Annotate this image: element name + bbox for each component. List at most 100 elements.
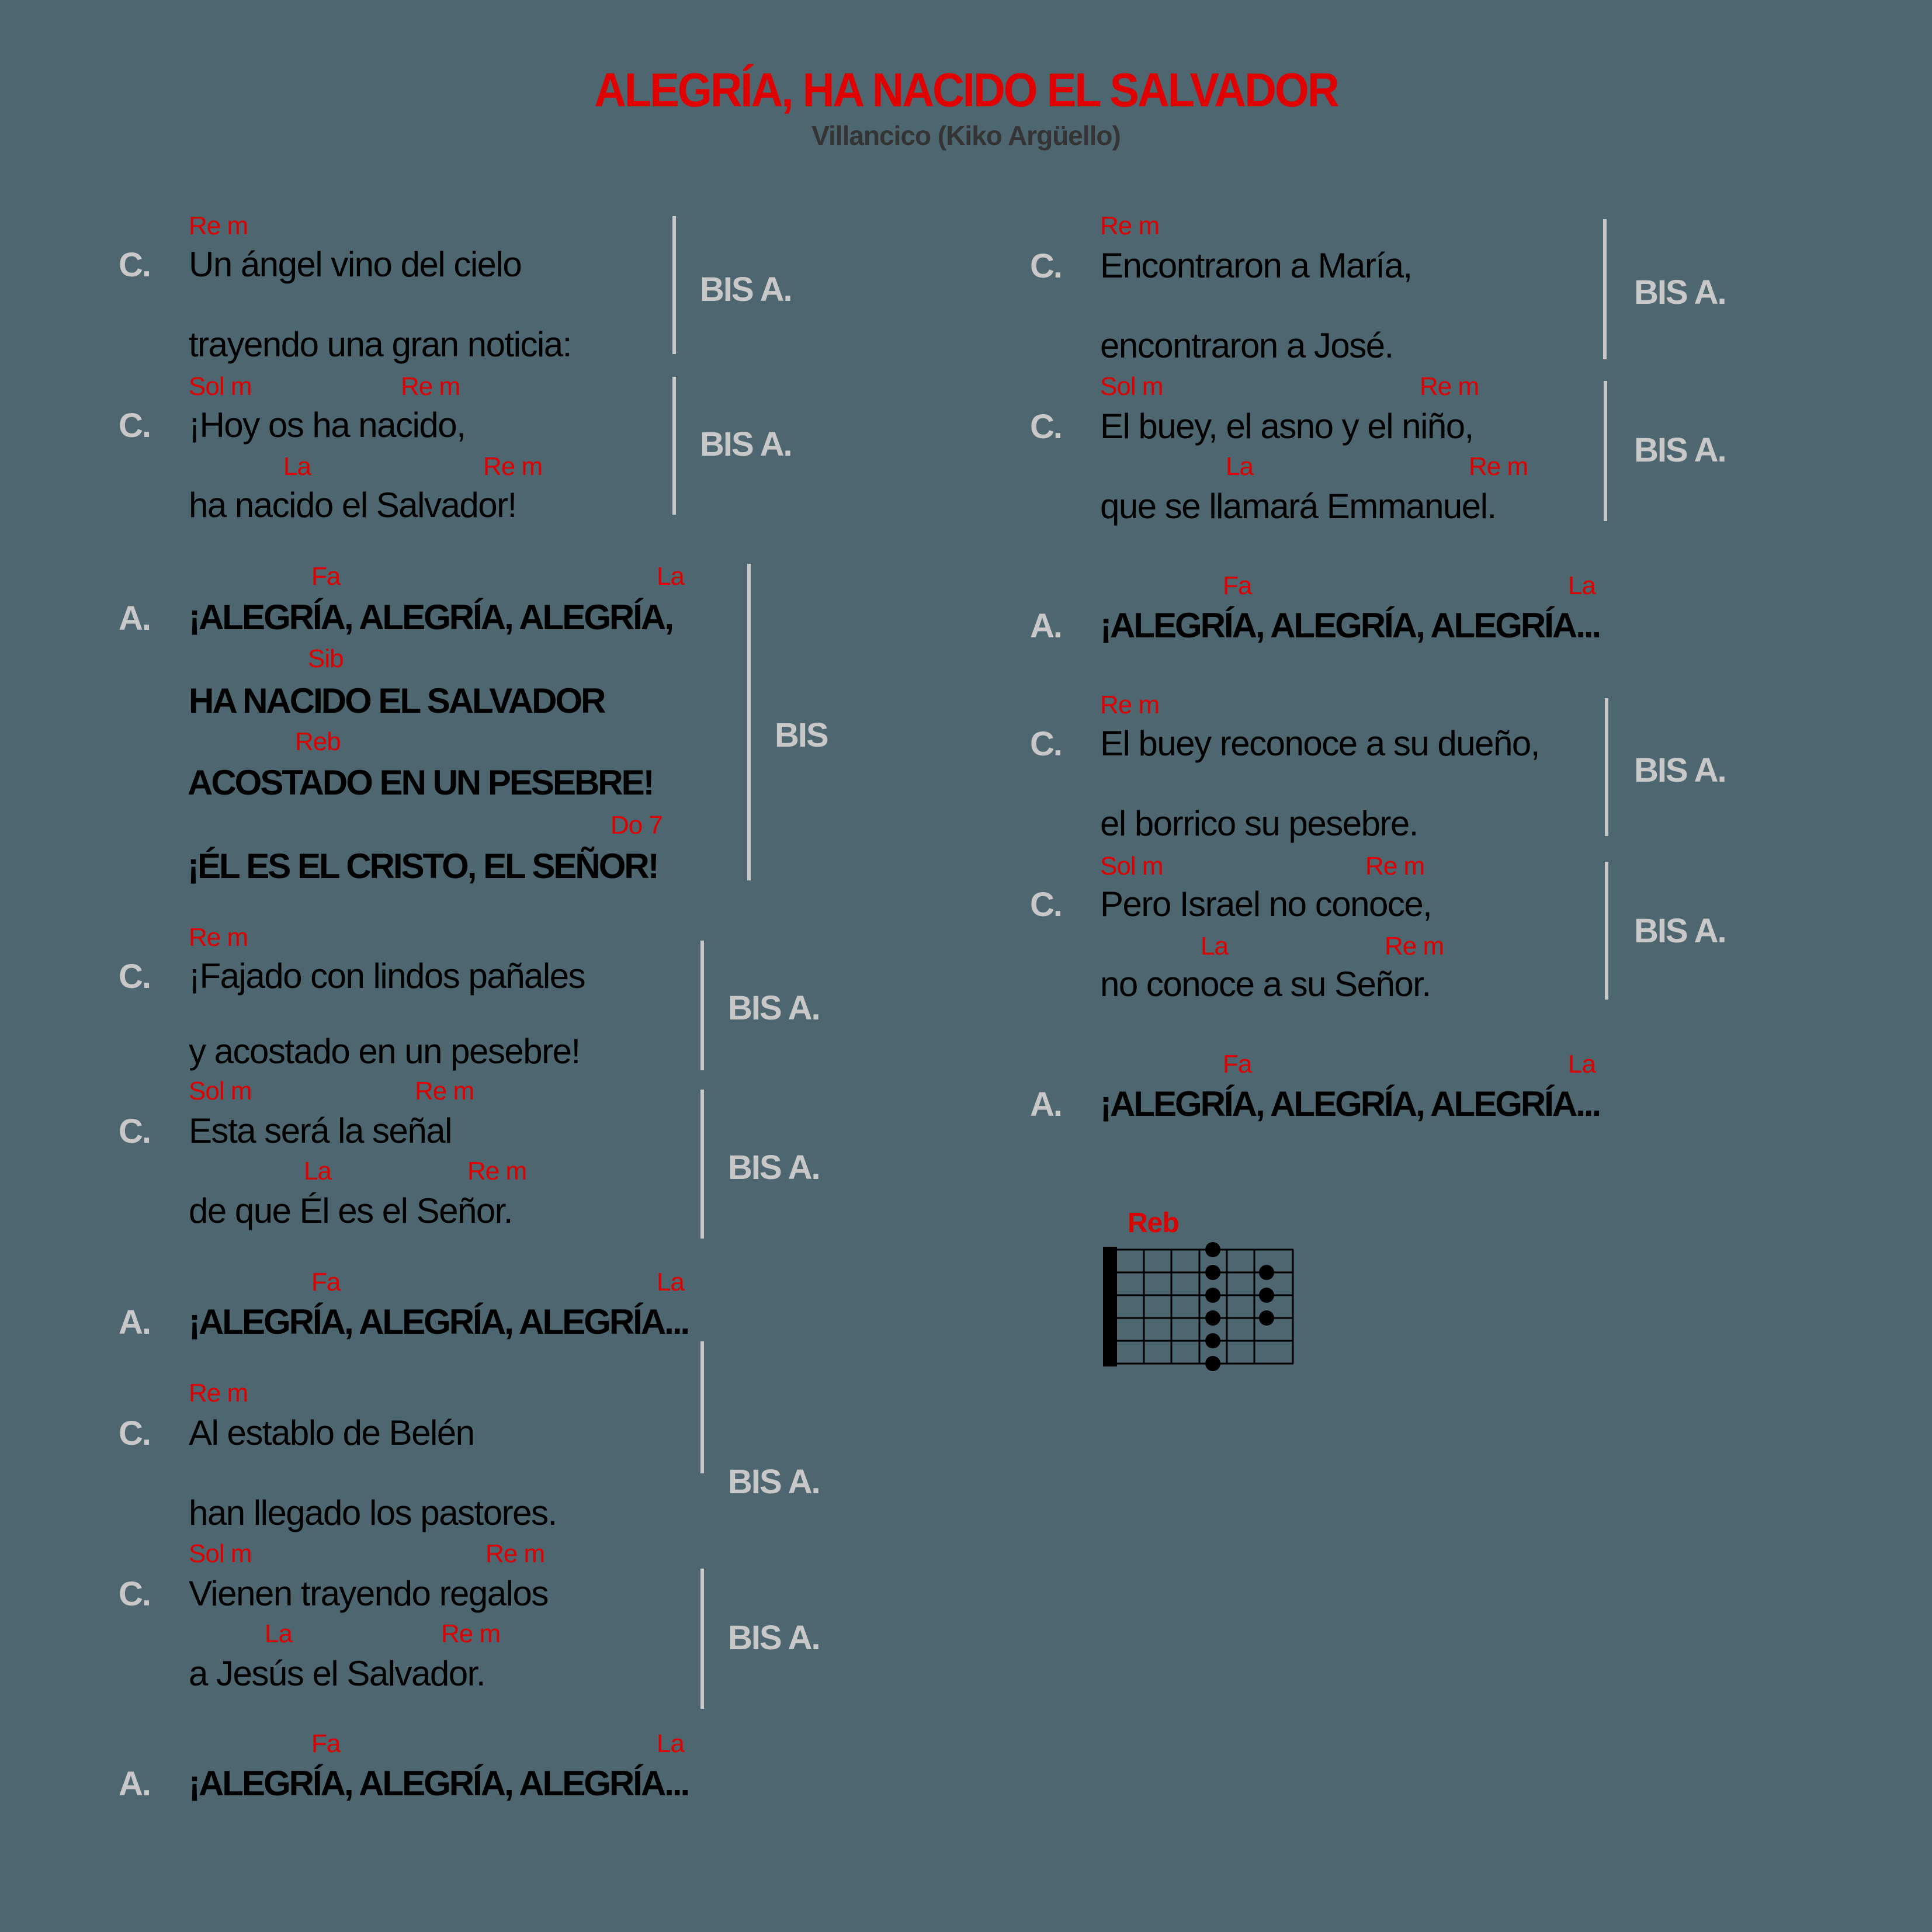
chord: Sol m — [1100, 852, 1163, 880]
bis-bracket — [672, 216, 676, 354]
chord: Re m — [1100, 211, 1160, 240]
chorus-line: ¡ALEGRÍA, ALEGRÍA, ALEGRÍA... — [1100, 1084, 1601, 1123]
chord: Re m — [1100, 691, 1160, 719]
cantor-label: C. — [119, 958, 151, 996]
lyric-line: de que Él es el Señor. — [189, 1191, 514, 1230]
chord: Re m — [1365, 852, 1425, 880]
chord: Reb — [295, 727, 341, 756]
chord: Re m — [189, 1379, 248, 1407]
chord: Re m — [1385, 932, 1444, 960]
chord: Re m — [189, 923, 248, 952]
bis-a-label: BIS A. — [728, 1463, 821, 1501]
lyric-line: Un ángel vino del cielo — [189, 245, 522, 284]
cantor-label: C. — [119, 246, 151, 284]
asamblea-label: A. — [119, 1765, 151, 1803]
lyric-line: han llegado los pastores. — [189, 1493, 557, 1532]
lyric-line: ¡Fajado con lindos pañales — [189, 956, 586, 996]
lyric-line: ha nacido el Salvador! — [189, 485, 517, 525]
bis-a-label: BIS A. — [1634, 273, 1727, 311]
guitar-chord-diagram-reb — [1103, 1242, 1294, 1371]
bis-bracket — [700, 941, 704, 1070]
chord: Re m — [1420, 372, 1479, 401]
chord: La — [265, 1619, 293, 1648]
lyric-line: no conoce a su Señor. — [1100, 965, 1431, 1004]
lyric-line: El buey, el asno y el niño, — [1100, 407, 1474, 446]
bis-a-label: BIS A. — [728, 989, 821, 1027]
chord: Sol m — [189, 372, 252, 401]
bis-bracket — [1603, 219, 1607, 359]
cantor-label: C. — [1030, 886, 1063, 924]
chord-diagram-name: Reb — [1128, 1208, 1180, 1239]
chord: Fa — [311, 1268, 341, 1296]
cantor-label: C. — [1030, 408, 1063, 446]
chord: Fa — [1223, 1050, 1252, 1078]
song-title: ALEGRÍA, HA NACIDO EL SALVADOR — [594, 64, 1339, 117]
lyric-line: y acostado en un pesebre! — [189, 1032, 581, 1071]
song-subtitle: Villancico (Kiko Argüello) — [811, 120, 1121, 151]
bis-a-label: BIS A. — [1634, 431, 1727, 469]
bis-bracket — [672, 377, 676, 515]
cantor-label: C. — [119, 1575, 151, 1613]
chord: Sol m — [189, 1539, 252, 1568]
chord: Fa — [311, 562, 341, 591]
bis-a-label: BIS A. — [700, 270, 793, 308]
bis-label: BIS — [775, 716, 829, 754]
chord: La — [1568, 571, 1596, 600]
chord: Sol m — [1100, 372, 1163, 401]
lyric-line: Al establo de Belén — [189, 1413, 475, 1452]
asamblea-label: A. — [1030, 1085, 1063, 1123]
lyric-line: Esta será la señal — [189, 1111, 452, 1150]
bis-a-label: BIS A. — [1634, 912, 1727, 950]
chord: La — [657, 1729, 685, 1758]
chorus-line: ¡ALEGRÍA, ALEGRÍA, ALEGRÍA, — [189, 598, 674, 637]
bis-a-label: BIS A. — [1634, 751, 1727, 789]
asamblea-label: A. — [119, 599, 151, 637]
chord: Fa — [311, 1729, 341, 1758]
chord: Fa — [1223, 571, 1252, 600]
chorus-line: HA NACIDO EL SALVADOR — [189, 681, 606, 720]
bis-bracket — [1605, 698, 1608, 836]
chorus-line: ¡ALEGRÍA, ALEGRÍA, ALEGRÍA... — [189, 1302, 690, 1341]
chord: Re m — [467, 1157, 527, 1185]
bis-a-label: BIS A. — [700, 425, 793, 463]
chord: Re m — [401, 372, 460, 401]
chord: Re m — [189, 211, 248, 240]
chord: Sol m — [189, 1077, 252, 1105]
asamblea-label: A. — [119, 1303, 151, 1341]
lyric-line: que se llamará Emmanuel. — [1100, 487, 1497, 526]
bis-bracket — [700, 1341, 704, 1473]
bis-bracket — [747, 564, 751, 880]
cantor-label: C. — [119, 1112, 151, 1150]
lyric-line: trayendo una gran noticia: — [189, 325, 572, 364]
bis-a-label: BIS A. — [728, 1149, 821, 1187]
lyric-line: Vienen trayendo regalos — [189, 1574, 549, 1613]
chord: Sib — [308, 644, 344, 673]
chord: La — [657, 1268, 685, 1296]
chorus-line: ¡ÉL ES EL CRISTO, EL SEÑOR! — [188, 847, 660, 886]
bis-bracket — [700, 1090, 704, 1239]
lyric-line: Encontraron a María, — [1100, 246, 1413, 285]
bis-bracket — [1604, 381, 1607, 521]
lyric-line: el borrico su pesebre. — [1100, 804, 1418, 843]
chord: La — [304, 1157, 332, 1185]
bis-bracket — [700, 1569, 704, 1709]
chord: La — [1201, 932, 1229, 960]
chord: La — [283, 452, 311, 481]
chorus-line: ¡ALEGRÍA, ALEGRÍA, ALEGRÍA... — [189, 1764, 690, 1803]
chord: La — [1226, 452, 1254, 481]
asamblea-label: A. — [1030, 607, 1063, 645]
chord: Re m — [441, 1619, 501, 1648]
lyric-line: encontraron a José. — [1100, 326, 1394, 365]
lyric-line: El buey reconoce a su dueño, — [1100, 724, 1540, 763]
cantor-label: C. — [1030, 247, 1063, 285]
bis-bracket — [1605, 862, 1608, 1000]
chord: Re m — [415, 1077, 474, 1105]
cantor-label: C. — [1030, 725, 1063, 763]
lyric-line: Pero Israel no conoce, — [1100, 885, 1432, 924]
chorus-line: ¡ALEGRÍA, ALEGRÍA, ALEGRÍA... — [1100, 606, 1601, 645]
chorus-line: ACOSTADO EN UN PESEBRE! — [188, 763, 655, 802]
bis-a-label: BIS A. — [728, 1619, 821, 1657]
chord: Re m — [485, 1539, 545, 1568]
cantor-label: C. — [119, 407, 151, 445]
lyric-line: a Jesús el Salvador. — [189, 1654, 485, 1693]
